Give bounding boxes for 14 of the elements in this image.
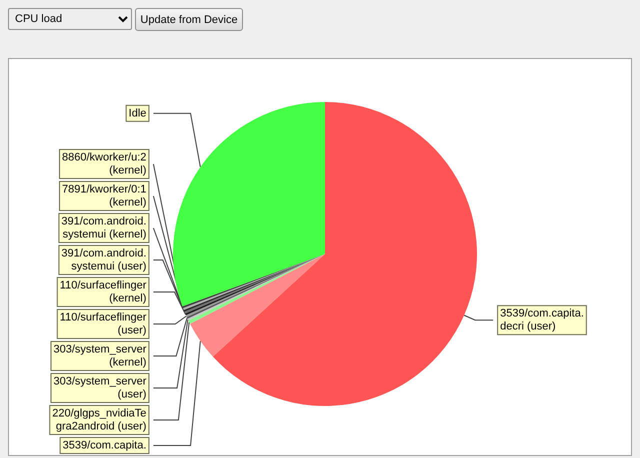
button: Update from Device (135, 8, 243, 31)
slice-label: 391/com.android.systemui (user) (61, 248, 146, 272)
slice-label: 303/system_server (user) (53, 376, 147, 400)
slice-label: 110/surfaceflinger (kernel) (60, 280, 147, 304)
slice-label: 303/system_server (kernel) (53, 344, 147, 368)
dropdown: CPU load (8, 8, 132, 30)
slice-label: 220/glgps_nvidiaTegra2android (user) (52, 408, 146, 432)
slice-label: 110/surfaceflinger (user) (60, 312, 147, 336)
slice-label: 3539/com.capita. (62, 440, 146, 452)
slice-label: 391/com.android.systemui (kernel) (61, 216, 146, 240)
slice-label: 8860/kworker/u:2 (kernel) (62, 152, 146, 176)
slice-label: 7891/kworker/0:1 (kernel) (62, 184, 146, 208)
slice-label: Idle (128, 107, 146, 120)
slice-label: 3539/com.capita.decri (user) (500, 308, 584, 333)
